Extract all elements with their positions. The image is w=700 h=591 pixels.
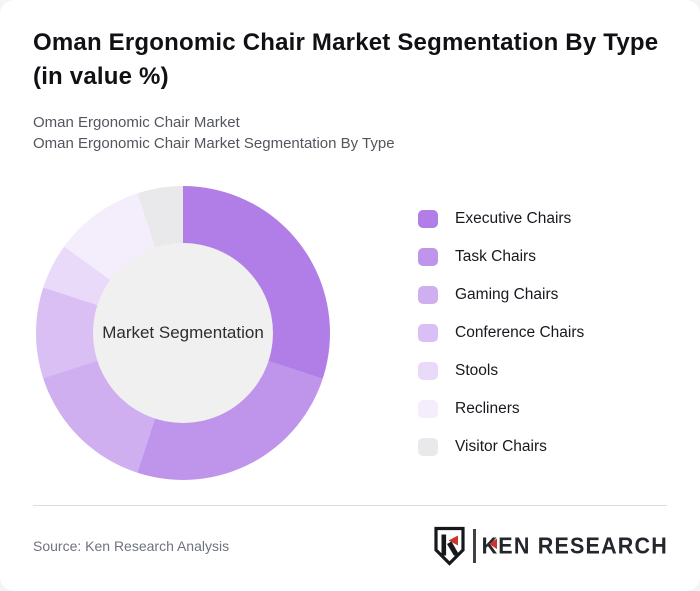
logo-separator (472, 529, 476, 563)
legend-label: Executive Chairs (455, 210, 572, 227)
legend: Executive Chairs Task Chairs Gaming Chairs… (418, 210, 584, 456)
legend-swatch (418, 400, 438, 418)
donut-center: Market Segmentation (93, 243, 273, 423)
legend-item-recliners[interactable]: Recliners (418, 400, 584, 418)
legend-item-executive-chairs[interactable]: Executive Chairs (418, 210, 584, 228)
subtitle-line-2: Oman Ergonomic Chair Market Segmentation… (33, 135, 395, 152)
legend-label: Visitor Chairs (455, 438, 547, 455)
subtitle-line-1: Oman Ergonomic Chair Market (33, 114, 240, 131)
legend-item-task-chairs[interactable]: Task Chairs (418, 248, 584, 266)
page-title-line2: (in value %) (33, 63, 169, 90)
legend-label: Stools (455, 362, 499, 379)
logo-brand-rest: EN RESEARCH (498, 532, 668, 559)
legend-item-gaming-chairs[interactable]: Gaming Chairs (418, 286, 584, 304)
legend-label: Gaming Chairs (455, 286, 559, 303)
legend-label: Conference Chairs (455, 324, 585, 341)
page-title: Oman Ergonomic Chair Market Segmentation… (33, 26, 683, 94)
page-title-line1: Oman Ergonomic Chair Market Segmentation… (33, 29, 659, 56)
legend-item-conference-chairs[interactable]: Conference Chairs (418, 324, 584, 342)
divider (33, 505, 667, 506)
legend-swatch (418, 438, 438, 456)
legend-item-stools[interactable]: Stools (418, 362, 584, 380)
donut-center-label: Market Segmentation (102, 323, 264, 342)
logo-k-letter: K (482, 533, 499, 560)
legend-swatch (418, 324, 438, 342)
legend-swatch (418, 362, 438, 380)
logo-brand-text: K EN RESEARCH (482, 533, 668, 560)
legend-swatch (418, 286, 438, 304)
logo-k-red-triangle-icon (488, 538, 497, 549)
logo-shield-icon (433, 526, 465, 566)
legend-item-visitor-chairs[interactable]: Visitor Chairs (418, 438, 584, 456)
ken-research-logo: K EN RESEARCH (433, 526, 668, 566)
legend-swatch (418, 248, 438, 266)
legend-label: Task Chairs (455, 248, 536, 265)
legend-label: Recliners (455, 400, 520, 417)
legend-swatch (418, 210, 438, 228)
source-text: Source: Ken Research Analysis (33, 538, 230, 554)
donut-chart[interactable]: Market Segmentation (36, 186, 330, 480)
